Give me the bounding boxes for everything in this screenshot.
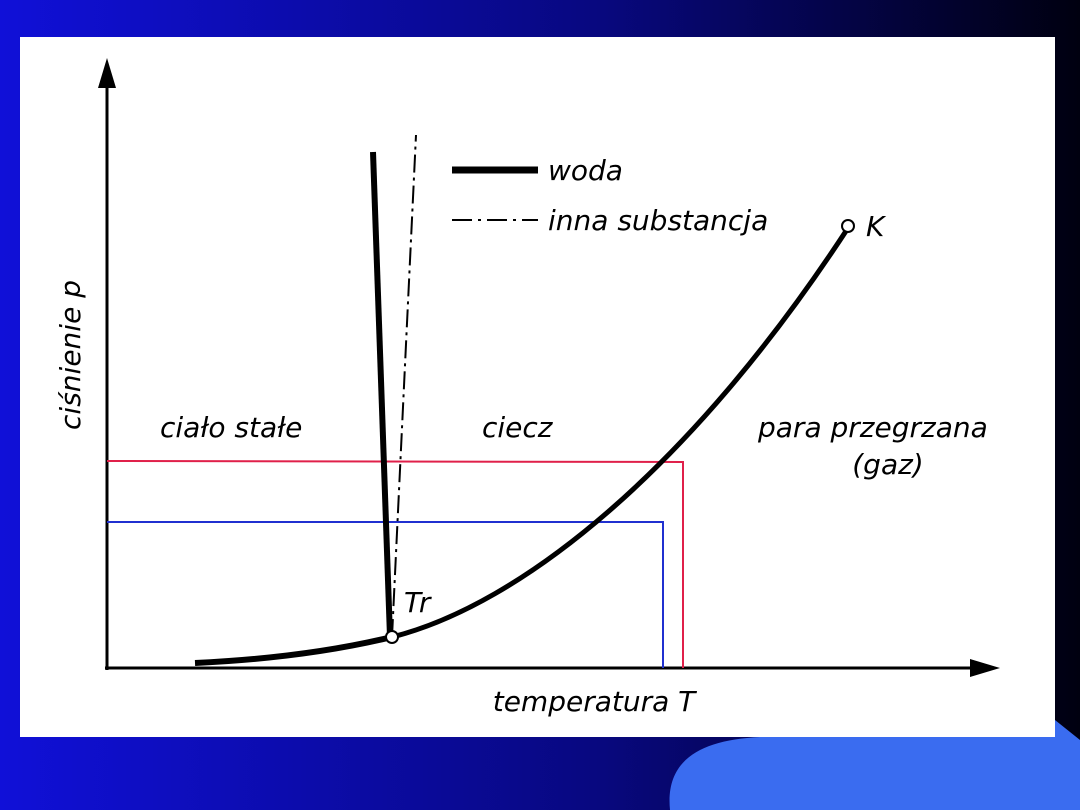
x-arrow [970,659,1000,677]
panel [20,37,1055,737]
point-label: Tr [404,586,432,619]
legend-label: inna substancja [548,204,768,237]
x-axis-label: temperatura T [493,685,697,718]
region-label: ciało stałe [160,411,302,444]
blue-guide [107,521,664,668]
region-label: ciecz [482,411,554,444]
critical-point [841,219,855,233]
y-axis-label: ciśnienie p [54,280,87,430]
decor-shape [669,720,1080,810]
melting-curve-other [391,134,417,638]
sublimation-curve [194,634,393,666]
red-guide [106,460,684,668]
y-arrow [98,58,116,88]
region-sublabel: (gaz) [852,448,923,481]
melting-curve-water [370,151,393,638]
legend-label: woda [548,154,623,187]
vaporization-curve [391,226,851,640]
triple-point [385,630,399,644]
region-label: para przegrzana [757,411,988,444]
point-label: K [866,210,887,243]
